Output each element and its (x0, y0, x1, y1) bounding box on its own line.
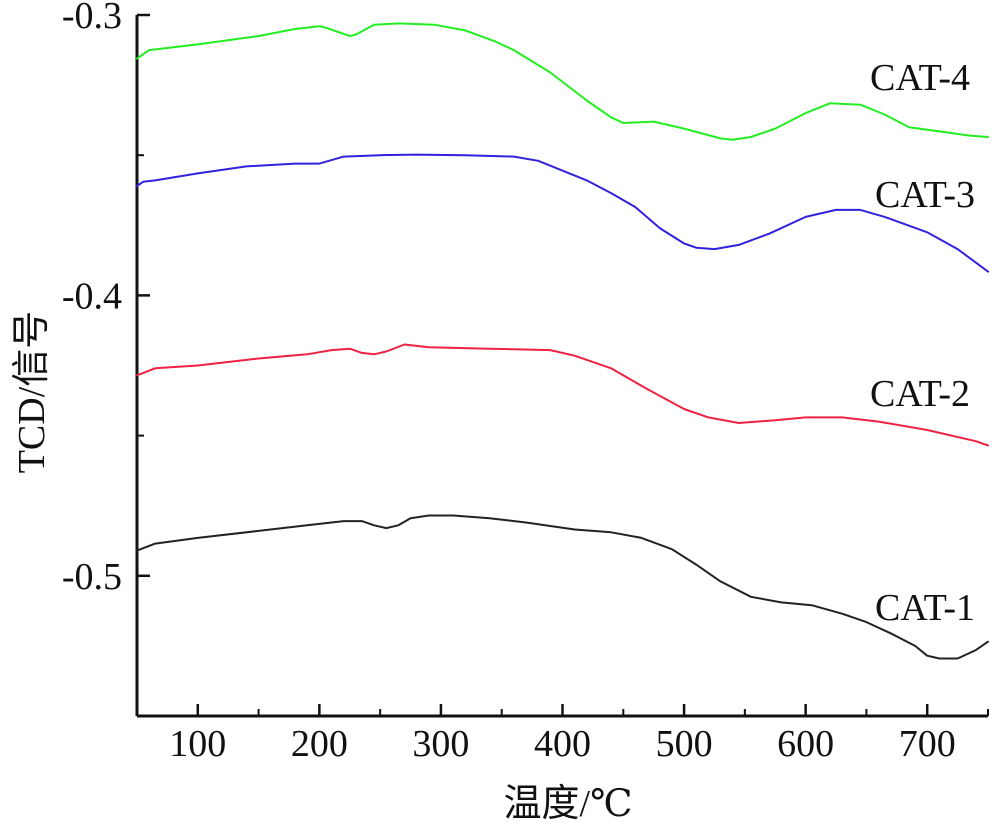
series-layer (136, 22, 989, 660)
x-tick-label: 100 (169, 723, 226, 765)
x-tick-label: 500 (656, 723, 713, 765)
y-axis-title: TCD/信号 (11, 311, 53, 474)
x-tick-label: 200 (291, 723, 348, 765)
y-tick-label: -0.5 (62, 556, 122, 598)
x-tick-label: 600 (777, 723, 834, 765)
x-axis-title: 温度/℃ (503, 783, 632, 825)
y-tick-label: -0.3 (62, 0, 122, 37)
ticks-layer: 100 200 300 400 500 600 700 -0.3 -0.4 -0.5 (62, 0, 989, 765)
series-label-cat-3: CAT-3 (875, 174, 975, 216)
y-tick-label: -0.4 (62, 275, 122, 317)
series-labels: CAT-4 CAT-3 CAT-2 CAT-1 (870, 57, 975, 629)
x-tick-label: 300 (412, 723, 469, 765)
series-line-cat-4 (136, 22, 989, 141)
series-line-cat-1 (136, 514, 989, 660)
series-label-cat-4: CAT-4 (870, 57, 970, 99)
series-line-cat-2 (136, 343, 989, 447)
series-label-cat-1: CAT-1 (875, 587, 975, 629)
x-tick-label: 400 (534, 723, 591, 765)
x-tick-label: 700 (899, 723, 956, 765)
series-line-cat-3 (136, 153, 989, 273)
series-label-cat-2: CAT-2 (870, 373, 970, 415)
